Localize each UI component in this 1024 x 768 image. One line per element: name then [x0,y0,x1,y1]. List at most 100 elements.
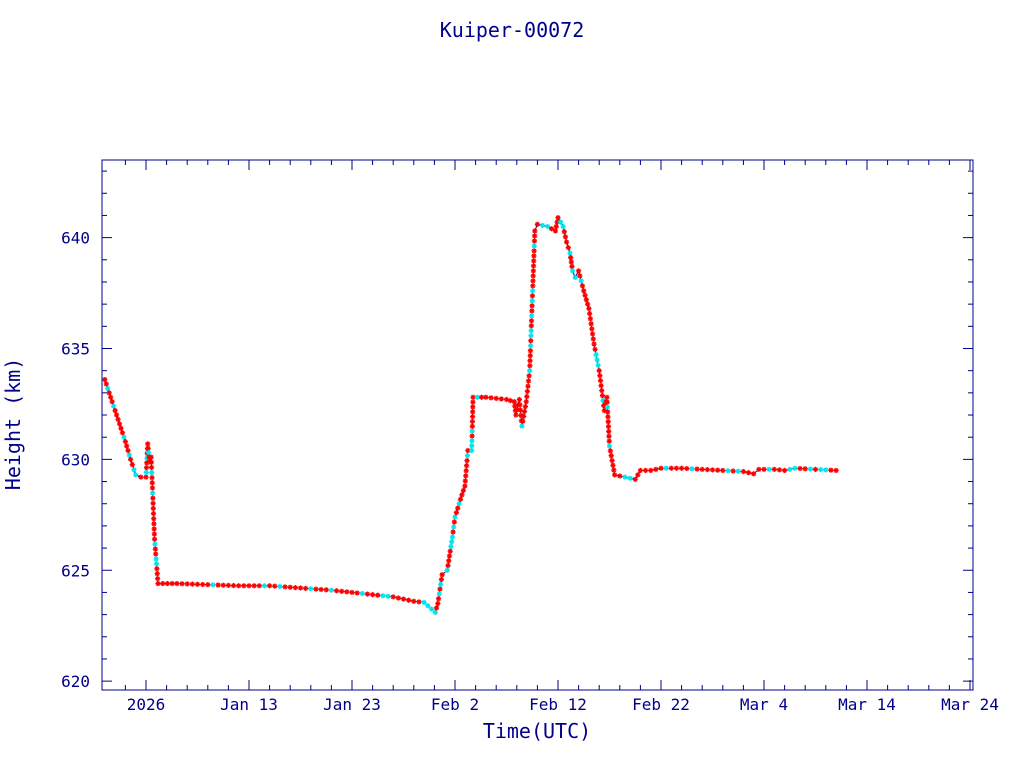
data-point [568,254,574,261]
data-point [704,467,710,473]
data-point [127,456,134,462]
data-point [503,396,510,403]
y-tick-label: 640 [61,229,90,248]
data-point [761,466,767,472]
x-tick-label: Jan 13 [220,695,278,714]
data-point [148,459,154,465]
data-point [581,288,587,294]
data-point [152,541,158,547]
data-point [637,467,643,474]
data-point [553,223,559,230]
data-point [807,466,813,472]
data-point [530,278,536,284]
data-point [145,445,151,451]
data-point [390,594,396,600]
data-point [745,470,752,476]
data-point [215,582,221,588]
data-point [438,581,444,587]
data-point [143,465,150,471]
data-point [589,326,595,332]
data-point [694,466,700,472]
data-point [451,519,457,525]
data-point [604,394,610,400]
x-tick-label: 2026 [127,695,166,714]
data-point [548,226,555,232]
data-point [344,589,350,595]
data-point [470,394,476,400]
data-point [529,308,535,314]
data-point [488,395,494,401]
data-point [635,472,641,478]
data-point [576,268,582,274]
data-point [174,580,180,587]
data-point [428,606,435,612]
data-point [463,463,470,469]
data-point [517,407,524,413]
data-point [150,495,156,501]
data-point [751,471,757,477]
data-point [715,467,721,473]
data-point [236,583,242,589]
data-point [194,581,201,587]
data-point [545,223,551,230]
data-point [149,480,155,486]
data-point [436,591,442,597]
data-point [532,228,538,234]
data-point [444,567,450,573]
data-point [145,450,152,456]
data-point [267,583,273,589]
data-point [552,228,559,234]
data-point [154,571,160,577]
data-point [607,448,613,454]
data-point [531,248,537,254]
data-point [149,469,155,476]
data-point [622,474,628,480]
data-point [113,412,120,418]
data-point [592,346,598,352]
data-point [453,509,459,516]
data-point [452,514,458,520]
data-point [124,443,130,449]
data-point [528,333,534,339]
data-point [658,465,664,471]
data-point [632,476,638,482]
data-point [106,390,112,396]
data-point [590,336,596,342]
data-point [771,466,777,472]
data-point [599,388,605,394]
data-point [530,263,537,269]
data-point [586,305,592,312]
data-point [145,441,151,447]
x-tick-label: Mar 4 [740,695,788,714]
data-point [577,273,583,279]
data-point [527,343,534,349]
data-point [470,404,476,410]
data-point [438,576,445,583]
data-point [462,478,468,484]
data-point [527,353,533,359]
data-point [125,447,131,454]
data-point [606,443,613,449]
data-point [149,485,156,491]
data-point [530,268,536,274]
data-point [642,467,649,474]
data-point [608,453,614,459]
data-point [579,283,586,289]
data-point [529,298,535,304]
data-point [462,483,468,489]
data-point [606,438,612,444]
data-point [684,465,690,472]
data-point [150,490,156,496]
data-point [520,418,526,424]
data-point [154,566,160,572]
data-point [118,425,124,431]
data-point [735,468,741,474]
data-point [530,288,536,294]
data-point [627,475,633,481]
data-point [517,402,523,408]
y-axis-label: Height (km) [1,358,25,490]
data-point [787,466,793,472]
data-point [149,475,155,481]
data-point [539,222,546,229]
data-point [129,461,135,468]
